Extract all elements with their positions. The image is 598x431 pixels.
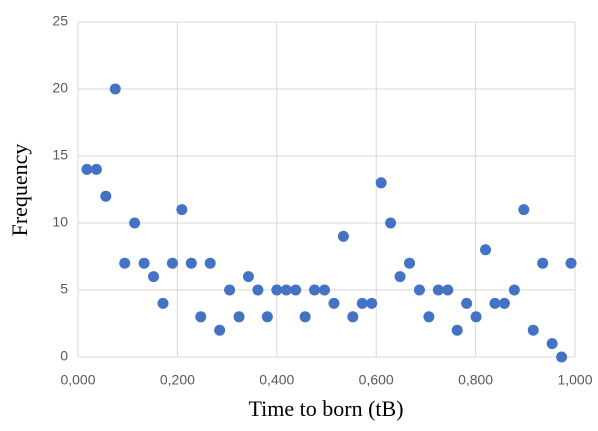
point [470,311,482,323]
point [252,284,264,296]
point [90,163,102,175]
point [461,297,473,309]
y-tick-label: 25 [52,13,68,29]
point [176,204,188,216]
point [138,257,150,269]
point [328,297,340,309]
point [546,338,558,350]
point [556,351,568,363]
point [233,311,245,323]
point [204,257,216,269]
point [166,257,178,269]
x-axis-label: Time to born (tB) [248,396,403,421]
point [319,284,331,296]
point [280,284,292,296]
y-tick-label: 15 [52,147,68,163]
point [129,217,141,229]
point [480,244,492,256]
point [508,284,520,296]
point [498,297,510,309]
point [451,324,463,336]
point [385,217,397,229]
point [214,324,226,336]
point [299,311,311,323]
x-tick-label: 0,200 [160,372,195,388]
point [157,297,169,309]
point [489,297,501,309]
point [290,284,302,296]
point [224,284,236,296]
point [518,204,530,216]
point [347,311,359,323]
point [271,284,283,296]
point [565,257,577,269]
point [242,271,254,283]
y-tick-label: 10 [52,214,68,230]
y-axis-label: Frequency [7,144,32,237]
y-tick-label: 5 [60,281,68,297]
point [423,311,435,323]
point [375,177,387,189]
point [309,284,321,296]
point [394,271,406,283]
point [442,284,454,296]
x-tick-label: 0,000 [60,372,95,388]
point [356,297,368,309]
point [366,297,378,309]
point [148,271,160,283]
point [432,284,444,296]
x-tick-label: 0,600 [359,372,394,388]
y-tick-label: 20 [52,80,68,96]
point [195,311,207,323]
y-tick-label: 0 [60,348,68,364]
point [537,257,549,269]
point [81,163,93,175]
point [403,257,415,269]
point [109,83,121,95]
point [337,230,349,242]
x-tick-label: 0,800 [458,372,493,388]
point [185,257,197,269]
x-tick-label: 0,400 [259,372,294,388]
point [413,284,425,296]
point [100,190,112,202]
point [119,257,131,269]
point [261,311,273,323]
point [527,324,539,336]
x-tick-label: 1,000 [557,372,592,388]
